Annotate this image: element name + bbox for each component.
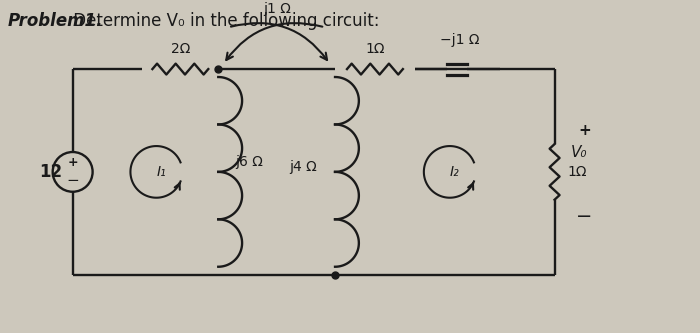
Text: −j1 Ω: −j1 Ω <box>440 33 479 47</box>
Text: 1Ω: 1Ω <box>568 165 587 179</box>
Text: 12: 12 <box>39 163 62 181</box>
Text: −: − <box>576 207 593 226</box>
Text: 2Ω: 2Ω <box>171 42 190 56</box>
Text: I₂: I₂ <box>450 165 460 179</box>
Text: j1 Ω: j1 Ω <box>262 2 290 16</box>
Text: j4 Ω: j4 Ω <box>289 160 317 174</box>
Text: Problem1.: Problem1. <box>8 12 103 30</box>
Text: V₀: V₀ <box>570 145 587 160</box>
Text: I₁: I₁ <box>157 165 167 179</box>
Text: −: − <box>66 173 79 188</box>
Text: +: + <box>578 123 591 138</box>
Text: j6 Ω: j6 Ω <box>235 155 263 169</box>
Text: 1Ω: 1Ω <box>365 42 385 56</box>
Text: +: + <box>67 157 78 169</box>
Text: Determine V₀ in the following circuit:: Determine V₀ in the following circuit: <box>68 12 379 30</box>
